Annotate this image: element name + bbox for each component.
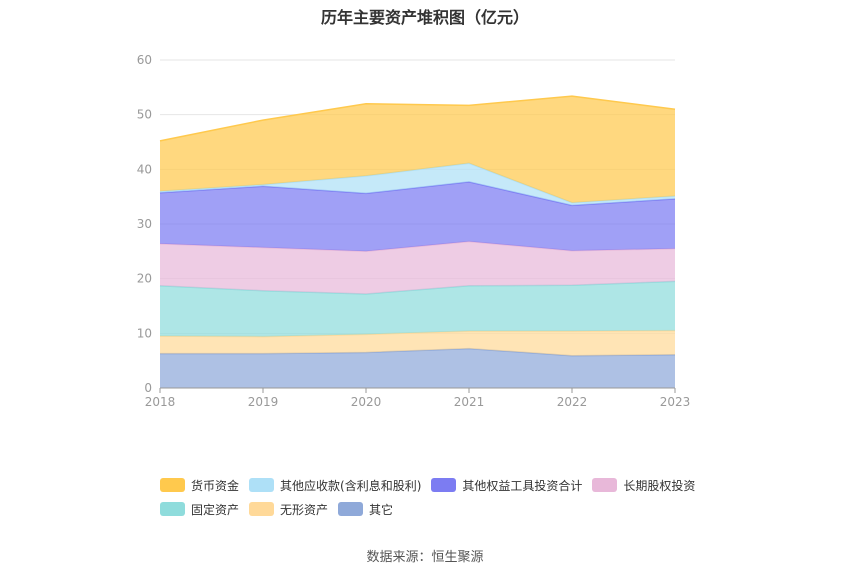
stacked-area-chart: 0 10 20 30 40 50 60 2018 2019 2020 2021 2022 2023	[137, 53, 691, 409]
legend-swatch	[249, 478, 275, 492]
legend-swatch	[160, 478, 185, 492]
x-tick-label: 2020	[351, 395, 382, 409]
y-tick-label: 60	[137, 53, 152, 67]
legend-swatch	[431, 478, 457, 492]
legend-item[interactable]: 固定资产	[160, 501, 239, 518]
legend-item[interactable]: 货币资金	[160, 477, 239, 494]
x-tick-label: 2022	[557, 395, 588, 409]
legend-item[interactable]: 其他权益工具投资合计	[431, 477, 582, 494]
x-tick-label: 2018	[145, 395, 176, 409]
x-tick-label: 2023	[660, 395, 691, 409]
legend-swatch	[592, 478, 618, 492]
area-series-3	[160, 241, 675, 294]
legend-item[interactable]: 其它	[338, 501, 393, 518]
area-series-0	[160, 348, 675, 388]
area-series-5	[160, 163, 675, 206]
x-tick-label: 2019	[248, 395, 279, 409]
x-tick-label: 2021	[454, 395, 485, 409]
legend-row: 固定资产 无形资产 其它	[160, 497, 720, 521]
y-tick-label: 0	[144, 381, 152, 395]
legend-label: 长期股权投资	[623, 478, 696, 493]
area-series-4	[160, 181, 675, 252]
area-series-2	[160, 281, 675, 337]
legend-item[interactable]: 其他应收款(含利息和股利)	[249, 477, 421, 494]
legend-label: 货币资金	[191, 478, 240, 493]
area-series-1	[160, 330, 675, 356]
legend-item[interactable]: 无形资产	[249, 501, 328, 518]
legend-swatch	[249, 502, 275, 516]
data-source-note: 数据来源：恒生聚源	[366, 550, 484, 565]
legend-swatch	[338, 502, 364, 516]
legend-label: 其它	[369, 502, 394, 517]
legend-label: 固定资产	[191, 502, 240, 517]
legend-label: 其他权益工具投资合计	[462, 478, 583, 493]
legend-label: 无形资产	[280, 502, 329, 517]
area-series-6	[160, 96, 675, 203]
y-tick-label: 20	[137, 272, 152, 286]
axes: 0 10 20 30 40 50 60 2018 2019 2020 2021 2022 2023	[137, 53, 691, 409]
legend-label: 其他应收款(含利息和股利)	[280, 478, 422, 493]
y-tick-label: 50	[137, 108, 152, 122]
legend-item[interactable]: 长期股权投资	[592, 477, 695, 494]
area-series-group	[159, 95, 676, 388]
y-tick-label: 40	[137, 162, 152, 176]
legend-swatch	[160, 502, 185, 516]
area-series-line-6	[159, 95, 676, 142]
y-tick-label: 30	[137, 217, 152, 231]
legend-row: 货币资金 其他应收款(含利息和股利) 其他权益工具投资合计 长期股权投资	[160, 473, 720, 497]
legend: 货币资金 其他应收款(含利息和股利) 其他权益工具投资合计 长期股权投资固定资产 无形资…	[160, 473, 720, 521]
y-tick-label: 10	[137, 326, 152, 340]
chart-title: 历年主要资产堆积图（亿元）	[320, 8, 529, 27]
